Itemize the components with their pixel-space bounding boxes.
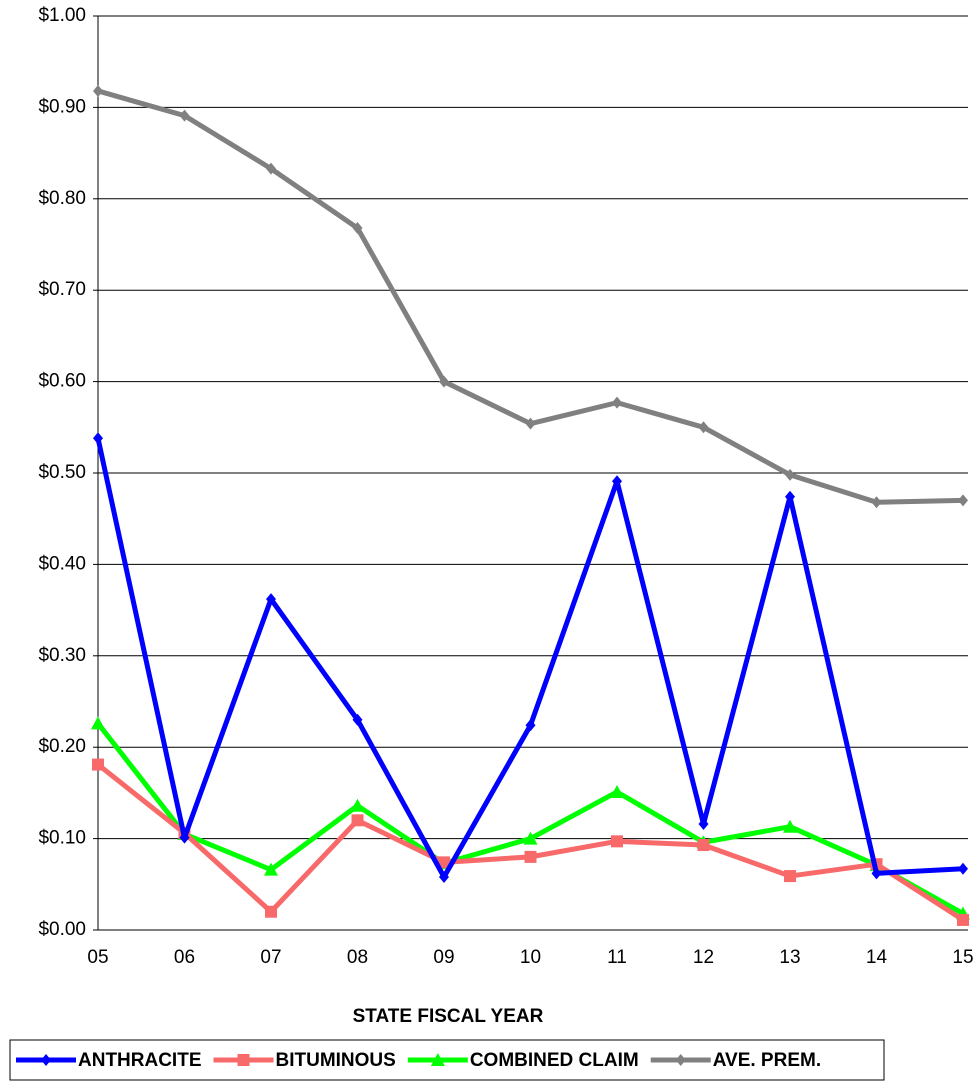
marker	[439, 375, 449, 388]
y-tick-label: $0.50	[38, 462, 86, 483]
marker	[675, 1054, 686, 1066]
marker	[871, 496, 882, 509]
marker	[611, 835, 623, 848]
marker	[612, 396, 622, 409]
marker	[523, 831, 538, 845]
marker	[610, 784, 624, 798]
marker	[266, 593, 276, 606]
y-tick-label: $1.00	[38, 5, 86, 26]
legend-label: AVE. PREM.	[713, 1050, 821, 1071]
marker	[524, 850, 537, 863]
y-tick-label: $0.60	[38, 371, 86, 392]
series-line	[95, 437, 964, 880]
marker	[697, 838, 710, 851]
x-tick-label: 12	[693, 947, 714, 968]
x-tick-label: 09	[433, 947, 454, 968]
marker	[525, 417, 536, 430]
marker	[93, 84, 103, 97]
marker	[351, 814, 364, 827]
legend-label: BITUMINOUS	[276, 1050, 396, 1071]
marker	[958, 862, 968, 875]
marker	[785, 490, 795, 503]
marker	[957, 913, 969, 926]
marker	[266, 162, 276, 175]
y-tick-label: $0.00	[38, 919, 86, 940]
marker	[93, 432, 103, 445]
x-tick-label: 13	[779, 947, 800, 968]
legend-label: ANTHRACITE	[78, 1050, 202, 1071]
marker	[785, 468, 795, 481]
marker	[783, 819, 797, 833]
marker	[352, 713, 363, 726]
y-tick-label: $0.10	[38, 828, 86, 849]
marker	[92, 758, 104, 771]
marker	[179, 831, 190, 844]
x-tick-label: 07	[260, 947, 281, 968]
marker	[179, 109, 190, 122]
series-line	[96, 721, 965, 916]
marker	[237, 1054, 250, 1066]
marker	[438, 856, 450, 869]
marker	[439, 870, 449, 883]
marker	[525, 719, 536, 732]
marker	[871, 867, 882, 880]
marker	[41, 1054, 51, 1066]
marker	[430, 1053, 445, 1066]
y-tick-label: $0.80	[38, 188, 86, 209]
x-tick-label: 05	[87, 947, 108, 968]
marker	[265, 905, 277, 918]
series-line	[97, 88, 964, 505]
y-tick-label: $0.30	[38, 645, 86, 666]
marker	[698, 817, 709, 830]
x-tick-label: 11	[607, 947, 627, 968]
x-tick-label: 10	[520, 947, 541, 968]
marker	[958, 494, 968, 507]
x-tick-label: 06	[174, 947, 195, 968]
y-tick-label: $0.70	[38, 279, 86, 300]
marker	[350, 798, 365, 812]
marker	[784, 870, 796, 883]
legend-label: COMBINED CLAIM	[470, 1050, 639, 1071]
x-axis-title: STATE FISCAL YEAR	[353, 1006, 544, 1027]
marker	[698, 421, 709, 434]
x-tick-label: 14	[866, 947, 888, 968]
marker	[264, 862, 278, 876]
marker	[612, 475, 622, 488]
marker	[91, 716, 105, 730]
marker	[352, 222, 363, 235]
y-tick-label: $0.90	[38, 96, 86, 117]
y-tick-label: $0.20	[38, 736, 86, 757]
y-tick-label: $0.40	[38, 553, 86, 574]
x-tick-label: 08	[347, 947, 368, 968]
legend: ANTHRACITE BITUMINOUS COMBINED CLAIM AVE. P…	[9, 1039, 885, 1081]
x-tick-label: 15	[952, 947, 973, 968]
